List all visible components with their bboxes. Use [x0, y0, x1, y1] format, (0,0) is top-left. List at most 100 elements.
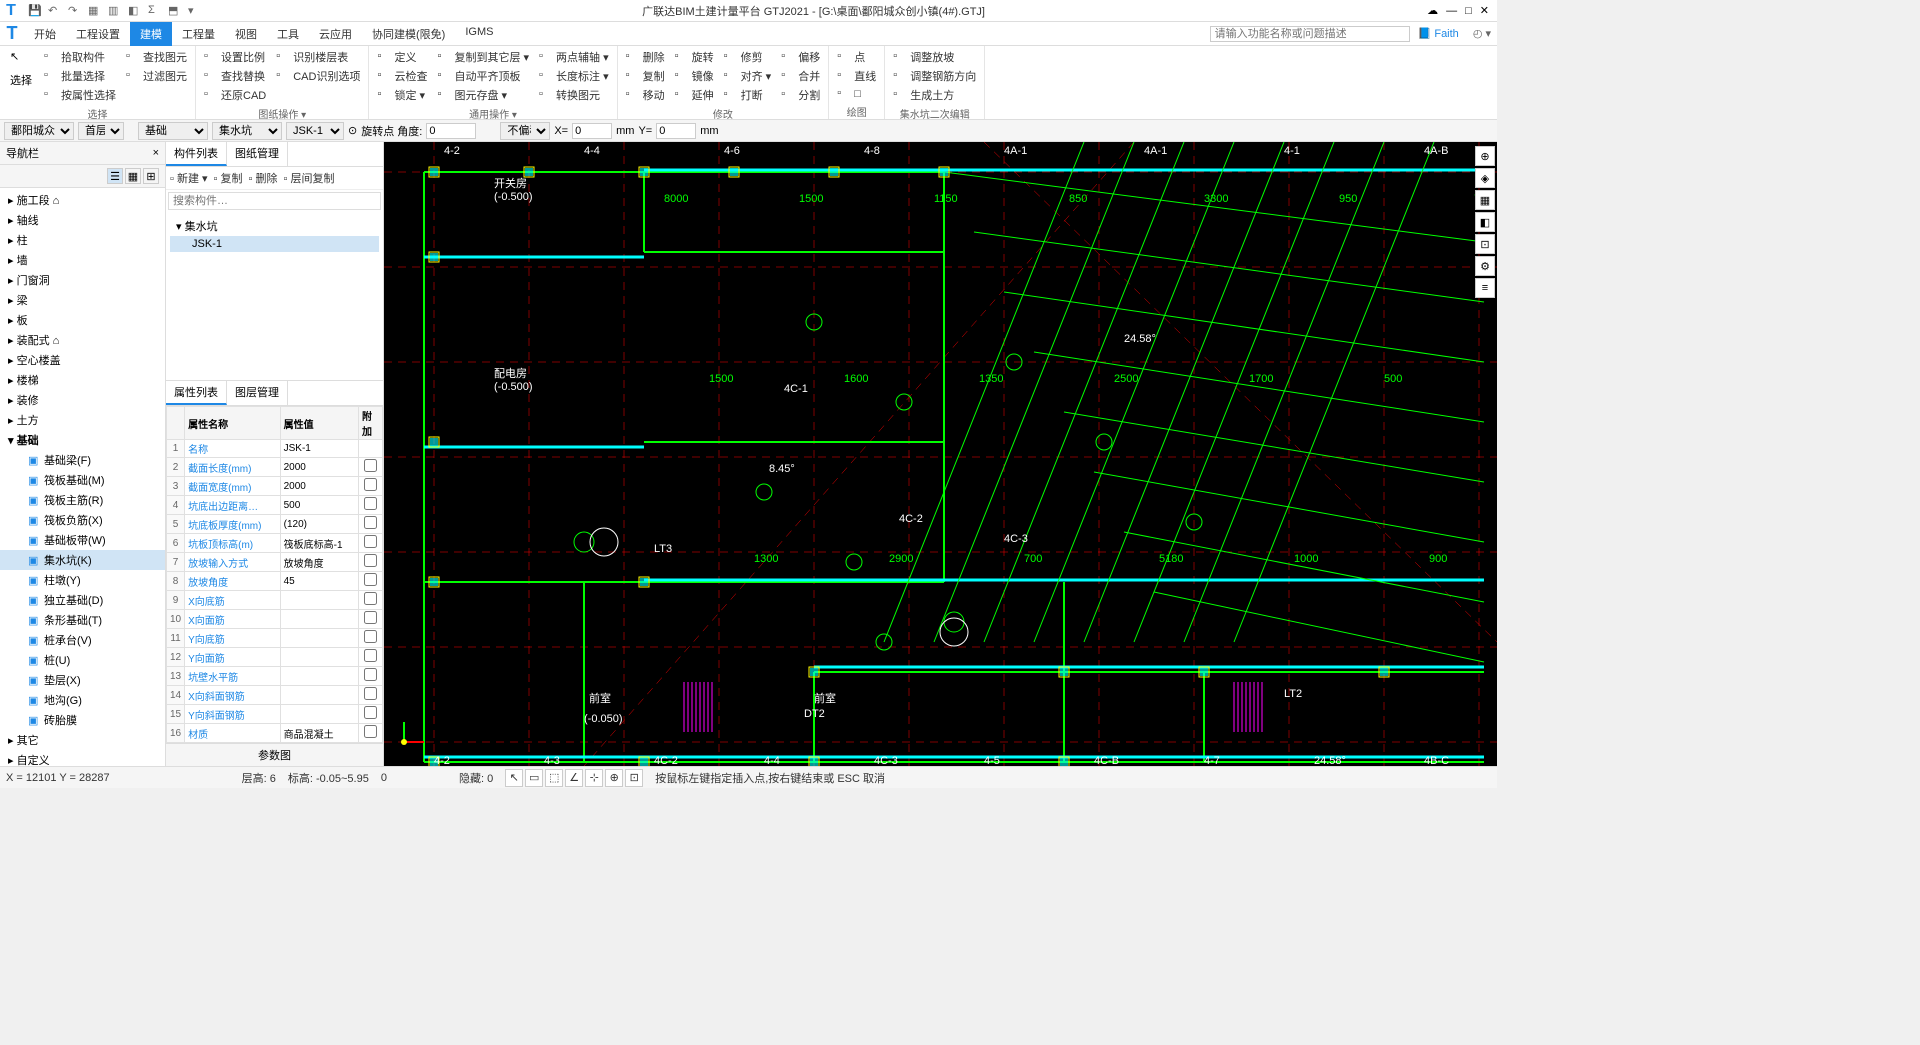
maximize-button[interactable]: □ — [1465, 5, 1472, 17]
qat-icon[interactable]: ⬒ — [168, 4, 182, 18]
ribbon-自动平齐顶板[interactable]: ▫自动平齐顶板 — [435, 67, 531, 85]
view-tool-icon[interactable]: ◈ — [1475, 168, 1495, 188]
ribbon-镜像[interactable]: ▫镜像 — [673, 67, 716, 85]
property-row[interactable]: 2截面长度(mm)2000 — [167, 458, 383, 477]
ribbon-调整放坡[interactable]: ▫调整放坡 — [891, 48, 978, 66]
nav-item[interactable]: ▣桩(U) — [0, 650, 165, 670]
nav-item[interactable]: ▸ 装配式 ⌂ — [0, 330, 165, 350]
ribbon-设置比例[interactable]: ▫设置比例 — [202, 48, 268, 66]
ribbon-删除[interactable]: ▫删除 — [624, 48, 667, 66]
drawing-canvas[interactable]: 4-24-44-64-84A-14A-14-14A-B4-24-34C-24-4… — [384, 142, 1497, 766]
nav-item[interactable]: ▸ 板 — [0, 310, 165, 330]
nav-item[interactable]: ▸ 楼梯 — [0, 370, 165, 390]
y-input[interactable] — [656, 123, 696, 139]
ribbon-旋转[interactable]: ▫旋转 — [673, 48, 716, 66]
ribbon-按属性选择[interactable]: ▫按属性选择 — [42, 86, 118, 104]
nav-item[interactable]: ▣地沟(G) — [0, 690, 165, 710]
component-search-input[interactable] — [168, 192, 381, 210]
ribbon-延伸[interactable]: ▫延伸 — [673, 86, 716, 104]
menu-工程量[interactable]: 工程量 — [172, 22, 225, 46]
search-input[interactable] — [1210, 26, 1410, 42]
property-row[interactable]: 9X向底筋 — [167, 591, 383, 610]
property-row[interactable]: 3截面宽度(mm)2000 — [167, 477, 383, 496]
nav-item[interactable]: ▣桩承台(V) — [0, 630, 165, 650]
minimize-button[interactable]: — — [1446, 5, 1457, 17]
x-input[interactable] — [572, 123, 612, 139]
sb-tool-icon[interactable]: ↖ — [505, 769, 523, 787]
view-tool-icon[interactable]: ⊕ — [1475, 146, 1495, 166]
component-item[interactable]: ▾ 集水坑 — [170, 216, 379, 236]
toolbar-复制[interactable]: ▫ 复制 — [214, 170, 243, 186]
property-row[interactable]: 12Y向面筋 — [167, 648, 383, 667]
qat-icon[interactable]: ▥ — [108, 4, 122, 18]
toolbar-层间复制[interactable]: ▫ 层间复制 — [283, 170, 334, 186]
ribbon-生成土方[interactable]: ▫生成土方 — [891, 86, 978, 104]
rotate-lock-icon[interactable]: ⊙ — [348, 124, 357, 137]
user-badge[interactable]: 📘 Faith — [1410, 27, 1467, 40]
prop-checkbox[interactable] — [364, 554, 377, 567]
floor-select[interactable]: 首层 — [78, 122, 124, 140]
property-row[interactable]: 7放坡输入方式放坡角度 — [167, 553, 383, 572]
ribbon-□[interactable]: ▫□ — [835, 86, 878, 102]
property-row[interactable]: 11Y向底筋 — [167, 629, 383, 648]
menu-建模[interactable]: 建模 — [130, 22, 172, 46]
nav-item[interactable]: ▸ 轴线 — [0, 210, 165, 230]
ribbon-CAD识别选项[interactable]: ▫CAD识别选项 — [274, 67, 362, 85]
nav-item[interactable]: ▣柱墩(Y) — [0, 570, 165, 590]
tab-图纸管理[interactable]: 图纸管理 — [227, 142, 288, 166]
prop-checkbox[interactable] — [364, 592, 377, 605]
help-icon[interactable]: ◴ ▾ — [1467, 27, 1497, 40]
nav-item[interactable]: ▸ 门窗洞 — [0, 270, 165, 290]
ribbon-合并[interactable]: ▫合并 — [779, 67, 822, 85]
nav-item[interactable]: ▾ 基础 — [0, 430, 165, 450]
nav-item[interactable]: ▸ 施工段 ⌂ — [0, 190, 165, 210]
ribbon-点[interactable]: ▫点 — [835, 48, 878, 66]
component-select[interactable]: JSK-1 — [286, 122, 344, 140]
nav-item[interactable]: ▸ 其它 — [0, 730, 165, 750]
offset-mode-select[interactable]: 不偏移 — [500, 122, 550, 140]
ribbon-拾取构件[interactable]: ▫拾取构件 — [42, 48, 118, 66]
prop-checkbox[interactable] — [364, 611, 377, 624]
prop-checkbox[interactable] — [364, 649, 377, 662]
ribbon-移动[interactable]: ▫移动 — [624, 86, 667, 104]
param-diagram-button[interactable]: 参数图 — [166, 743, 383, 766]
ribbon-查找替换[interactable]: ▫查找替换 — [202, 67, 268, 85]
ribbon-偏移[interactable]: ▫偏移 — [779, 48, 822, 66]
menu-工程设置[interactable]: 工程设置 — [66, 22, 130, 46]
ribbon-分割[interactable]: ▫分割 — [779, 86, 822, 104]
prop-checkbox[interactable] — [364, 497, 377, 510]
nav-item[interactable]: ▸ 墙 — [0, 250, 165, 270]
menu-协同建模(限免)[interactable]: 协同建模(限免) — [362, 22, 455, 46]
prop-checkbox[interactable] — [364, 630, 377, 643]
ribbon-复制到其它层 ▾[interactable]: ▫复制到其它层 ▾ — [435, 48, 531, 66]
property-row[interactable]: 10X向面筋 — [167, 610, 383, 629]
property-row[interactable]: 15Y向斜面钢筋 — [167, 705, 383, 724]
ribbon-复制[interactable]: ▫复制 — [624, 67, 667, 85]
tab-构件列表[interactable]: 构件列表 — [166, 142, 227, 166]
qat-icon[interactable]: ◧ — [128, 4, 142, 18]
property-row[interactable]: 8放坡角度45 — [167, 572, 383, 591]
qat-save-icon[interactable]: 💾 — [28, 4, 42, 18]
tab-属性列表[interactable]: 属性列表 — [166, 381, 227, 405]
sb-tool-icon[interactable]: ⊹ — [585, 769, 603, 787]
prop-checkbox[interactable] — [364, 459, 377, 472]
nav-item[interactable]: ▣筏板负筋(X) — [0, 510, 165, 530]
ribbon-识别楼层表[interactable]: ▫识别楼层表 — [274, 48, 362, 66]
nav-item[interactable]: ▣筏板主筋(R) — [0, 490, 165, 510]
toolbar-新建 ▾[interactable]: ▫ 新建 ▾ — [170, 170, 208, 186]
nav-item[interactable]: ▣筏板基础(M) — [0, 470, 165, 490]
ribbon-批量选择[interactable]: ▫批量选择 — [42, 67, 118, 85]
qat-undo-icon[interactable]: ↶ — [48, 4, 62, 18]
nav-item[interactable]: ▸ 梁 — [0, 290, 165, 310]
project-select[interactable]: 鄱阳城众创小镇 — [4, 122, 74, 140]
qat-redo-icon[interactable]: ↷ — [68, 4, 82, 18]
qat-dropdown-icon[interactable]: ▾ — [188, 4, 202, 18]
property-row[interactable]: 14X向斜面钢筋 — [167, 686, 383, 705]
sb-tool-icon[interactable]: ⊡ — [625, 769, 643, 787]
nav-item[interactable]: ▣集水坑(K) — [0, 550, 165, 570]
nav-item[interactable]: ▣条形基础(T) — [0, 610, 165, 630]
view-list-icon[interactable]: ☰ — [107, 168, 123, 184]
rotate-input[interactable] — [426, 123, 476, 139]
view-tool-icon[interactable]: ⚙ — [1475, 256, 1495, 276]
sb-tool-icon[interactable]: ∠ — [565, 769, 583, 787]
